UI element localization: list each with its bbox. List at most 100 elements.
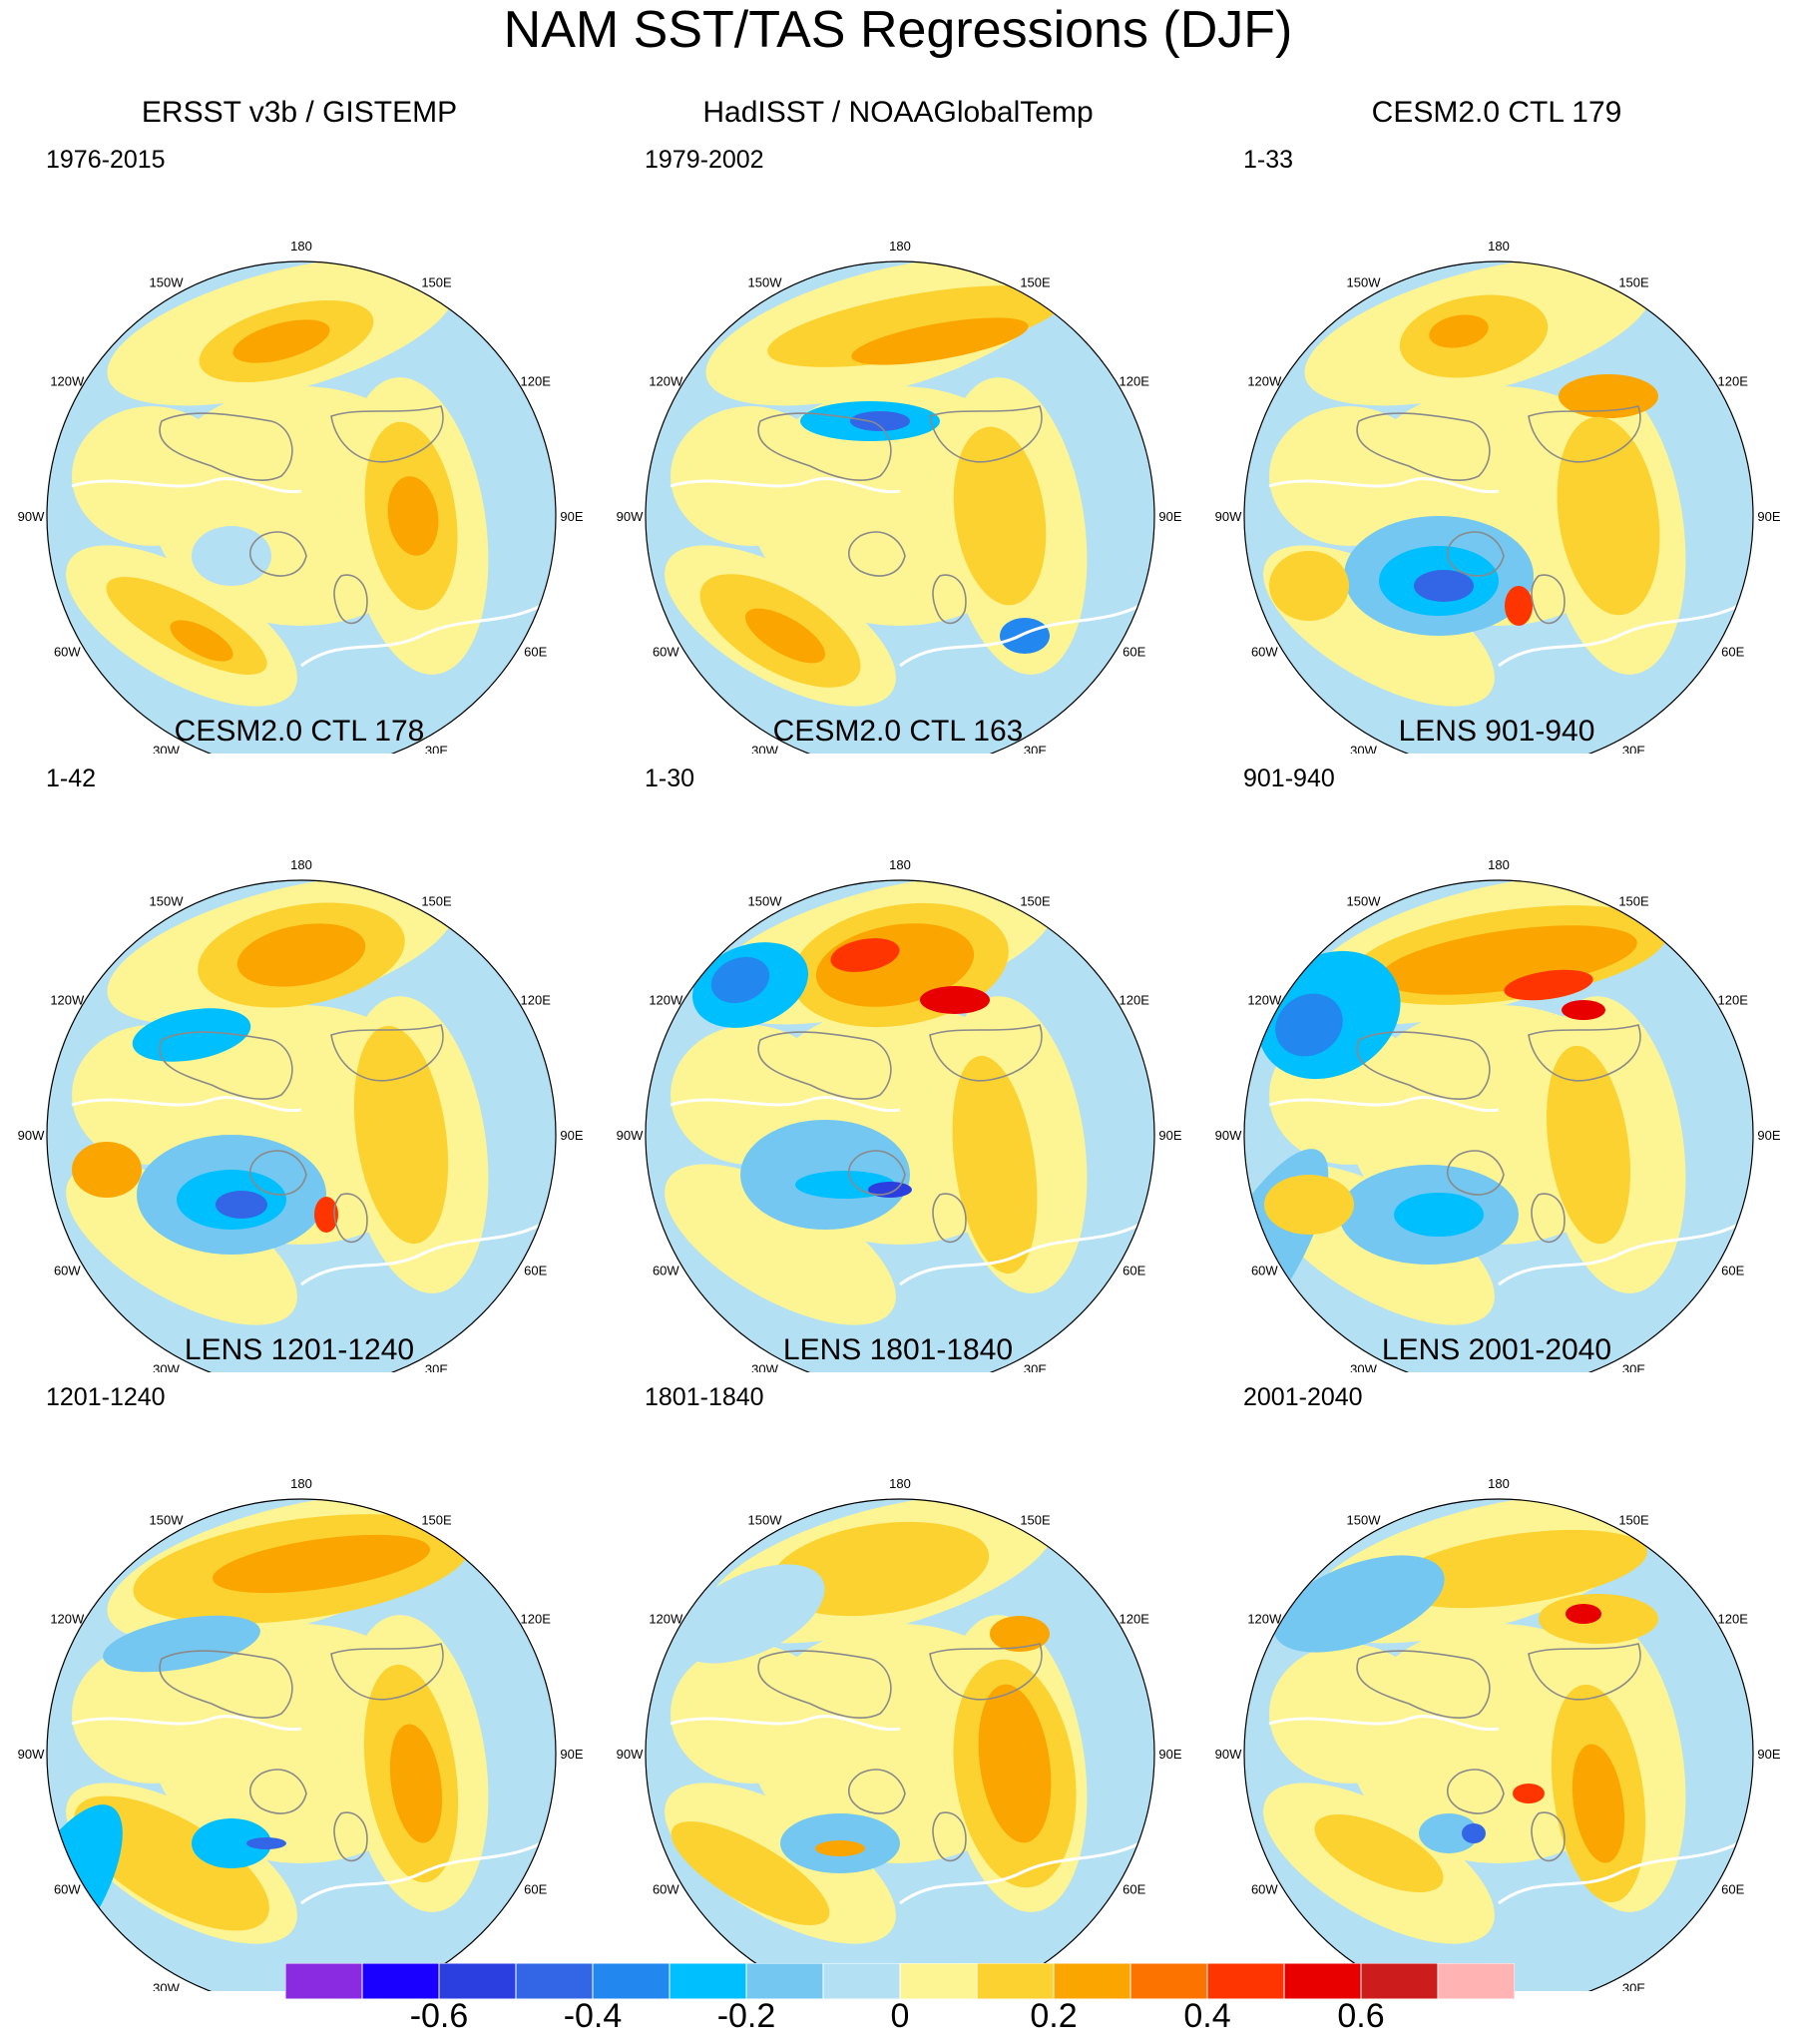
longitude-label: 120E [521, 993, 552, 1008]
longitude-label: 60E [524, 1882, 547, 1897]
longitude-label: 60W [1251, 645, 1278, 660]
coastline [1528, 1643, 1641, 1701]
coastline [932, 1193, 967, 1244]
longitude-label: 150W [1347, 274, 1382, 289]
coastline-eurasia [1498, 1841, 1739, 1905]
polar-map: 180150E120E90E60E30E030W60W90W120W150W [617, 857, 1182, 1372]
longitude-label: 150E [1618, 274, 1649, 289]
longitude-label: 60E [1721, 645, 1744, 660]
subpolar-cool [192, 526, 271, 586]
longitude-label: 30W [751, 744, 778, 754]
longitude-label: 150E [1618, 1512, 1649, 1527]
pacific-max [1429, 314, 1489, 348]
longitude-label: 30W [751, 1362, 778, 1372]
panel-title: CESM2.0 CTL 178 [174, 715, 425, 748]
panel-title: LENS 2001-2040 [1381, 1333, 1612, 1366]
longitude-label: 120E [1718, 374, 1749, 389]
labrador-cool [192, 1818, 271, 1868]
colorbar-swatch [669, 1963, 747, 1999]
longitude-label: 90E [560, 509, 583, 524]
longitude-label: 30E [1622, 744, 1645, 754]
atlantic-core [72, 1142, 142, 1198]
period-label: 1976-2015 [46, 146, 166, 174]
longitude-label: 30W [153, 1981, 180, 1991]
longitude-label: 30E [425, 1362, 448, 1372]
longitude-label: 150W [1347, 1512, 1382, 1527]
longitude-label: 90W [18, 509, 45, 524]
coastline [159, 1031, 293, 1100]
scand-warm [314, 1197, 338, 1233]
coastline [1531, 574, 1566, 625]
longitude-label: 150E [1020, 274, 1051, 289]
longitude-label: 120E [521, 1612, 552, 1627]
longitude-label: 90W [1215, 509, 1242, 524]
longitude-label: 60E [1721, 1882, 1744, 1897]
longitude-label: 60W [54, 1264, 81, 1278]
asia-warm [990, 1616, 1050, 1652]
longitude-label: 90W [18, 1747, 45, 1762]
colorbar-swatch [1437, 1963, 1515, 1999]
longitude-label: 180 [1488, 1476, 1510, 1491]
longitude-label: 150E [1020, 893, 1051, 908]
pacific-cool [103, 1615, 260, 1673]
labrador-core [1394, 1193, 1484, 1237]
map-panel: LENS 1201-1240180150E120E90E60E30E030W60… [0, 1332, 599, 1991]
atlantic-max [745, 608, 825, 664]
longitude-label: 60W [1251, 1882, 1278, 1897]
coastline [333, 1811, 368, 1862]
coastline [333, 574, 368, 625]
eurasia-core [952, 1055, 1038, 1275]
coastline-north-america [670, 1096, 901, 1113]
map-boundary [645, 879, 1155, 1372]
labrador-deep [216, 1191, 267, 1219]
longitude-label: 120W [649, 993, 683, 1008]
america-warm [72, 1644, 231, 1784]
coastline [1446, 1769, 1505, 1814]
period-label: 1-42 [46, 765, 97, 792]
coastline-north-america [670, 477, 901, 494]
coastline [159, 412, 293, 481]
longitude-label: 120W [649, 374, 683, 389]
atlantic-core [671, 1821, 830, 1925]
labrador-deep [1414, 570, 1474, 602]
period-label: 1979-2002 [645, 146, 764, 174]
longitude-label: 60E [1122, 645, 1145, 660]
panel-title: LENS 901-940 [1398, 715, 1595, 748]
polar-map: 180150E120E90E60E30E030W60W90W120W150W [18, 239, 584, 754]
coastline [248, 1150, 307, 1196]
period-label: 1201-1240 [46, 1383, 166, 1411]
atlantic-core [1264, 1175, 1354, 1235]
coastline-eurasia [899, 1223, 1140, 1286]
figure-title: NAM SST/TAS Regressions (DJF) [503, 1, 1293, 59]
coastline [757, 1031, 892, 1100]
map-boundary [645, 1498, 1155, 1991]
coastline [333, 1193, 368, 1244]
map-panel: CESM2.0 CTL 179180150E120E90E60E30E030W6… [1197, 95, 1796, 754]
longitude-label: 180 [290, 857, 312, 872]
longitude-label: 30W [1350, 744, 1377, 754]
eurasia-core [1557, 416, 1660, 616]
polar-map: 180150E120E90E60E30E030W60W90W120W150W [18, 857, 584, 1372]
longitude-label: 180 [889, 239, 911, 254]
longitude-label: 60E [1122, 1882, 1145, 1897]
longitude-label: 120W [1247, 374, 1282, 389]
coastline [757, 412, 892, 481]
colorbar-tick-label: 0.6 [1337, 1997, 1385, 2035]
asia-peak [920, 986, 990, 1014]
longitude-label: 60W [1251, 1264, 1278, 1278]
eurasia-core [953, 426, 1047, 606]
pacific-peak [1504, 969, 1593, 1001]
longitude-label: 90E [1757, 509, 1780, 524]
polar-map: 180150E120E90E60E30E030W60W90W120W150W [617, 239, 1182, 754]
coastline-north-america [71, 477, 302, 494]
map-panel: LENS 901-940180150E120E90E60E30E030W60W9… [1197, 714, 1796, 1372]
colorbar-tick-label: -0.6 [409, 1997, 469, 2035]
panel-title: HadISST / NOAAGlobalTemp [702, 96, 1094, 129]
coastline [330, 1024, 444, 1082]
coastline [1531, 1193, 1566, 1244]
asia-peak [1562, 1000, 1605, 1020]
polar-map: 180150E120E90E60E30E030W60W90W120W150W [1215, 1476, 1781, 1991]
longitude-label: 180 [1488, 239, 1510, 254]
longitude-label: 60W [653, 645, 679, 660]
longitude-label: 120E [1718, 993, 1749, 1008]
